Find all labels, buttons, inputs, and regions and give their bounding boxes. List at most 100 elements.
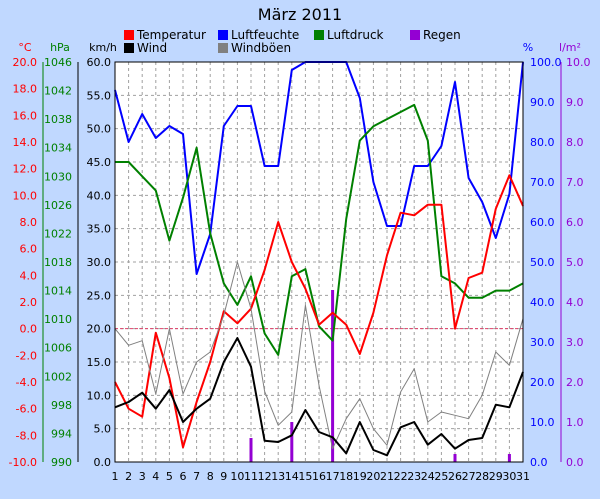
rain-bar (331, 290, 335, 462)
tick-label-rain: 9.0 (566, 96, 584, 109)
tick-label-rain: 2.0 (566, 376, 584, 389)
rain-bar (249, 438, 253, 462)
axis-unit-humidity: % (523, 41, 533, 54)
tick-label-wind: 50.0 (87, 123, 112, 136)
tick-label-wind: 45.0 (87, 156, 112, 169)
x-tick-label: 24 (421, 470, 435, 483)
legend-label: Regen (423, 28, 461, 42)
x-tick-label: 4 (152, 470, 159, 483)
tick-label-wind: 20.0 (87, 323, 112, 336)
tick-label-humidity: 80.0 (530, 136, 555, 149)
x-tick-label: 16 (312, 470, 326, 483)
tick-label-pressure: 1022 (44, 227, 72, 240)
tick-label-temperature: 18.0 (13, 83, 38, 96)
tick-label-humidity: 100.0 (530, 56, 562, 69)
tick-label-temperature: 20.0 (13, 56, 38, 69)
tick-label-wind: 5.0 (94, 423, 112, 436)
legend-swatch (218, 30, 228, 40)
tick-label-temperature: 14.0 (13, 136, 38, 149)
x-tick-label: 21 (380, 470, 394, 483)
tick-label-pressure: 994 (51, 427, 72, 440)
tick-label-temperature: 10.0 (13, 189, 38, 202)
tick-label-temperature: -6.0 (16, 403, 37, 416)
tick-label-humidity: 40.0 (530, 296, 555, 309)
x-tick-label: 27 (462, 470, 476, 483)
x-tick-label: 8 (207, 470, 214, 483)
x-tick-label: 18 (339, 470, 353, 483)
x-tick-label: 11 (244, 470, 258, 483)
axis-unit-rain: l/m² (559, 41, 581, 54)
series-line-temperatur (114, 174, 524, 449)
x-tick-label: 14 (285, 470, 299, 483)
tick-label-humidity: 60.0 (530, 216, 555, 229)
x-tick-label: 2 (125, 470, 132, 483)
tick-label-pressure: 1018 (44, 256, 72, 269)
axis-unit-pressure: hPa (50, 41, 70, 54)
axis-unit-temperature: °C (18, 41, 32, 54)
tick-label-temperature: 8.0 (20, 216, 38, 229)
tick-label-humidity: 0.0 (530, 456, 548, 469)
tick-label-pressure: 1038 (44, 113, 72, 126)
tick-label-pressure: 998 (51, 399, 72, 412)
series-line-luftdruck (115, 103, 524, 356)
tick-label-rain: 0.0 (566, 456, 584, 469)
x-tick-label: 12 (258, 470, 272, 483)
tick-label-wind: 25.0 (87, 289, 112, 302)
x-tick-label: 15 (298, 470, 312, 483)
x-tick-label: 20 (366, 470, 380, 483)
legend-swatch (124, 43, 134, 53)
tick-label-rain: 8.0 (566, 136, 584, 149)
legend-swatch (218, 43, 228, 53)
tick-label-wind: 30.0 (87, 256, 112, 269)
tick-label-wind: 15.0 (87, 356, 112, 369)
tick-label-humidity: 30.0 (530, 336, 555, 349)
x-tick-label: 26 (448, 470, 462, 483)
tick-label-humidity: 90.0 (530, 96, 555, 109)
x-tick-label: 6 (180, 470, 187, 483)
x-tick-label: 17 (326, 470, 340, 483)
axis-unit-wind: km/h (89, 41, 117, 54)
axes: °C-10.0-8.0-6.0-4.0-2.00.02.04.06.08.010… (9, 41, 591, 483)
x-tick-label: 25 (434, 470, 448, 483)
legend-label: Luftfeuchte (231, 28, 299, 42)
tick-label-temperature: -8.0 (16, 429, 37, 442)
plot-border (114, 61, 524, 463)
series-line-wind (114, 337, 524, 457)
plot-area (114, 61, 524, 463)
rain-bar (453, 454, 457, 462)
legend-label: Temperatur (136, 28, 206, 42)
x-tick-label: 30 (502, 470, 516, 483)
tick-label-wind: 0.0 (94, 456, 112, 469)
x-tick-label: 3 (139, 470, 146, 483)
legend-label: Windböen (231, 41, 291, 55)
tick-label-rain: 6.0 (566, 216, 584, 229)
tick-label-pressure: 1010 (44, 313, 72, 326)
tick-label-temperature: 16.0 (13, 109, 38, 122)
x-tick-label: 10 (230, 470, 244, 483)
chart-title: März 2011 (258, 5, 342, 24)
x-tick-label: 7 (193, 470, 200, 483)
x-tick-label: 22 (394, 470, 408, 483)
x-tick-label: 5 (166, 470, 173, 483)
x-tick-label: 23 (407, 470, 421, 483)
tick-label-humidity: 10.0 (530, 416, 555, 429)
tick-label-rain: 4.0 (566, 296, 584, 309)
tick-label-wind: 55.0 (87, 89, 112, 102)
legend-swatch (410, 30, 420, 40)
tick-label-rain: 3.0 (566, 336, 584, 349)
tick-label-pressure: 1006 (44, 342, 72, 355)
tick-label-rain: 5.0 (566, 256, 584, 269)
x-tick-label: 28 (475, 470, 489, 483)
x-tick-label: 13 (271, 470, 285, 483)
tick-label-temperature: 12.0 (13, 163, 38, 176)
tick-label-wind: 10.0 (87, 389, 112, 402)
tick-label-wind: 60.0 (87, 56, 112, 69)
tick-label-temperature: 6.0 (20, 243, 38, 256)
tick-label-rain: 10.0 (566, 56, 591, 69)
tick-label-pressure: 1042 (44, 85, 72, 98)
tick-label-temperature: 2.0 (20, 296, 38, 309)
tick-label-pressure: 990 (51, 456, 72, 469)
tick-label-pressure: 1026 (44, 199, 72, 212)
tick-label-temperature: 0.0 (20, 323, 38, 336)
